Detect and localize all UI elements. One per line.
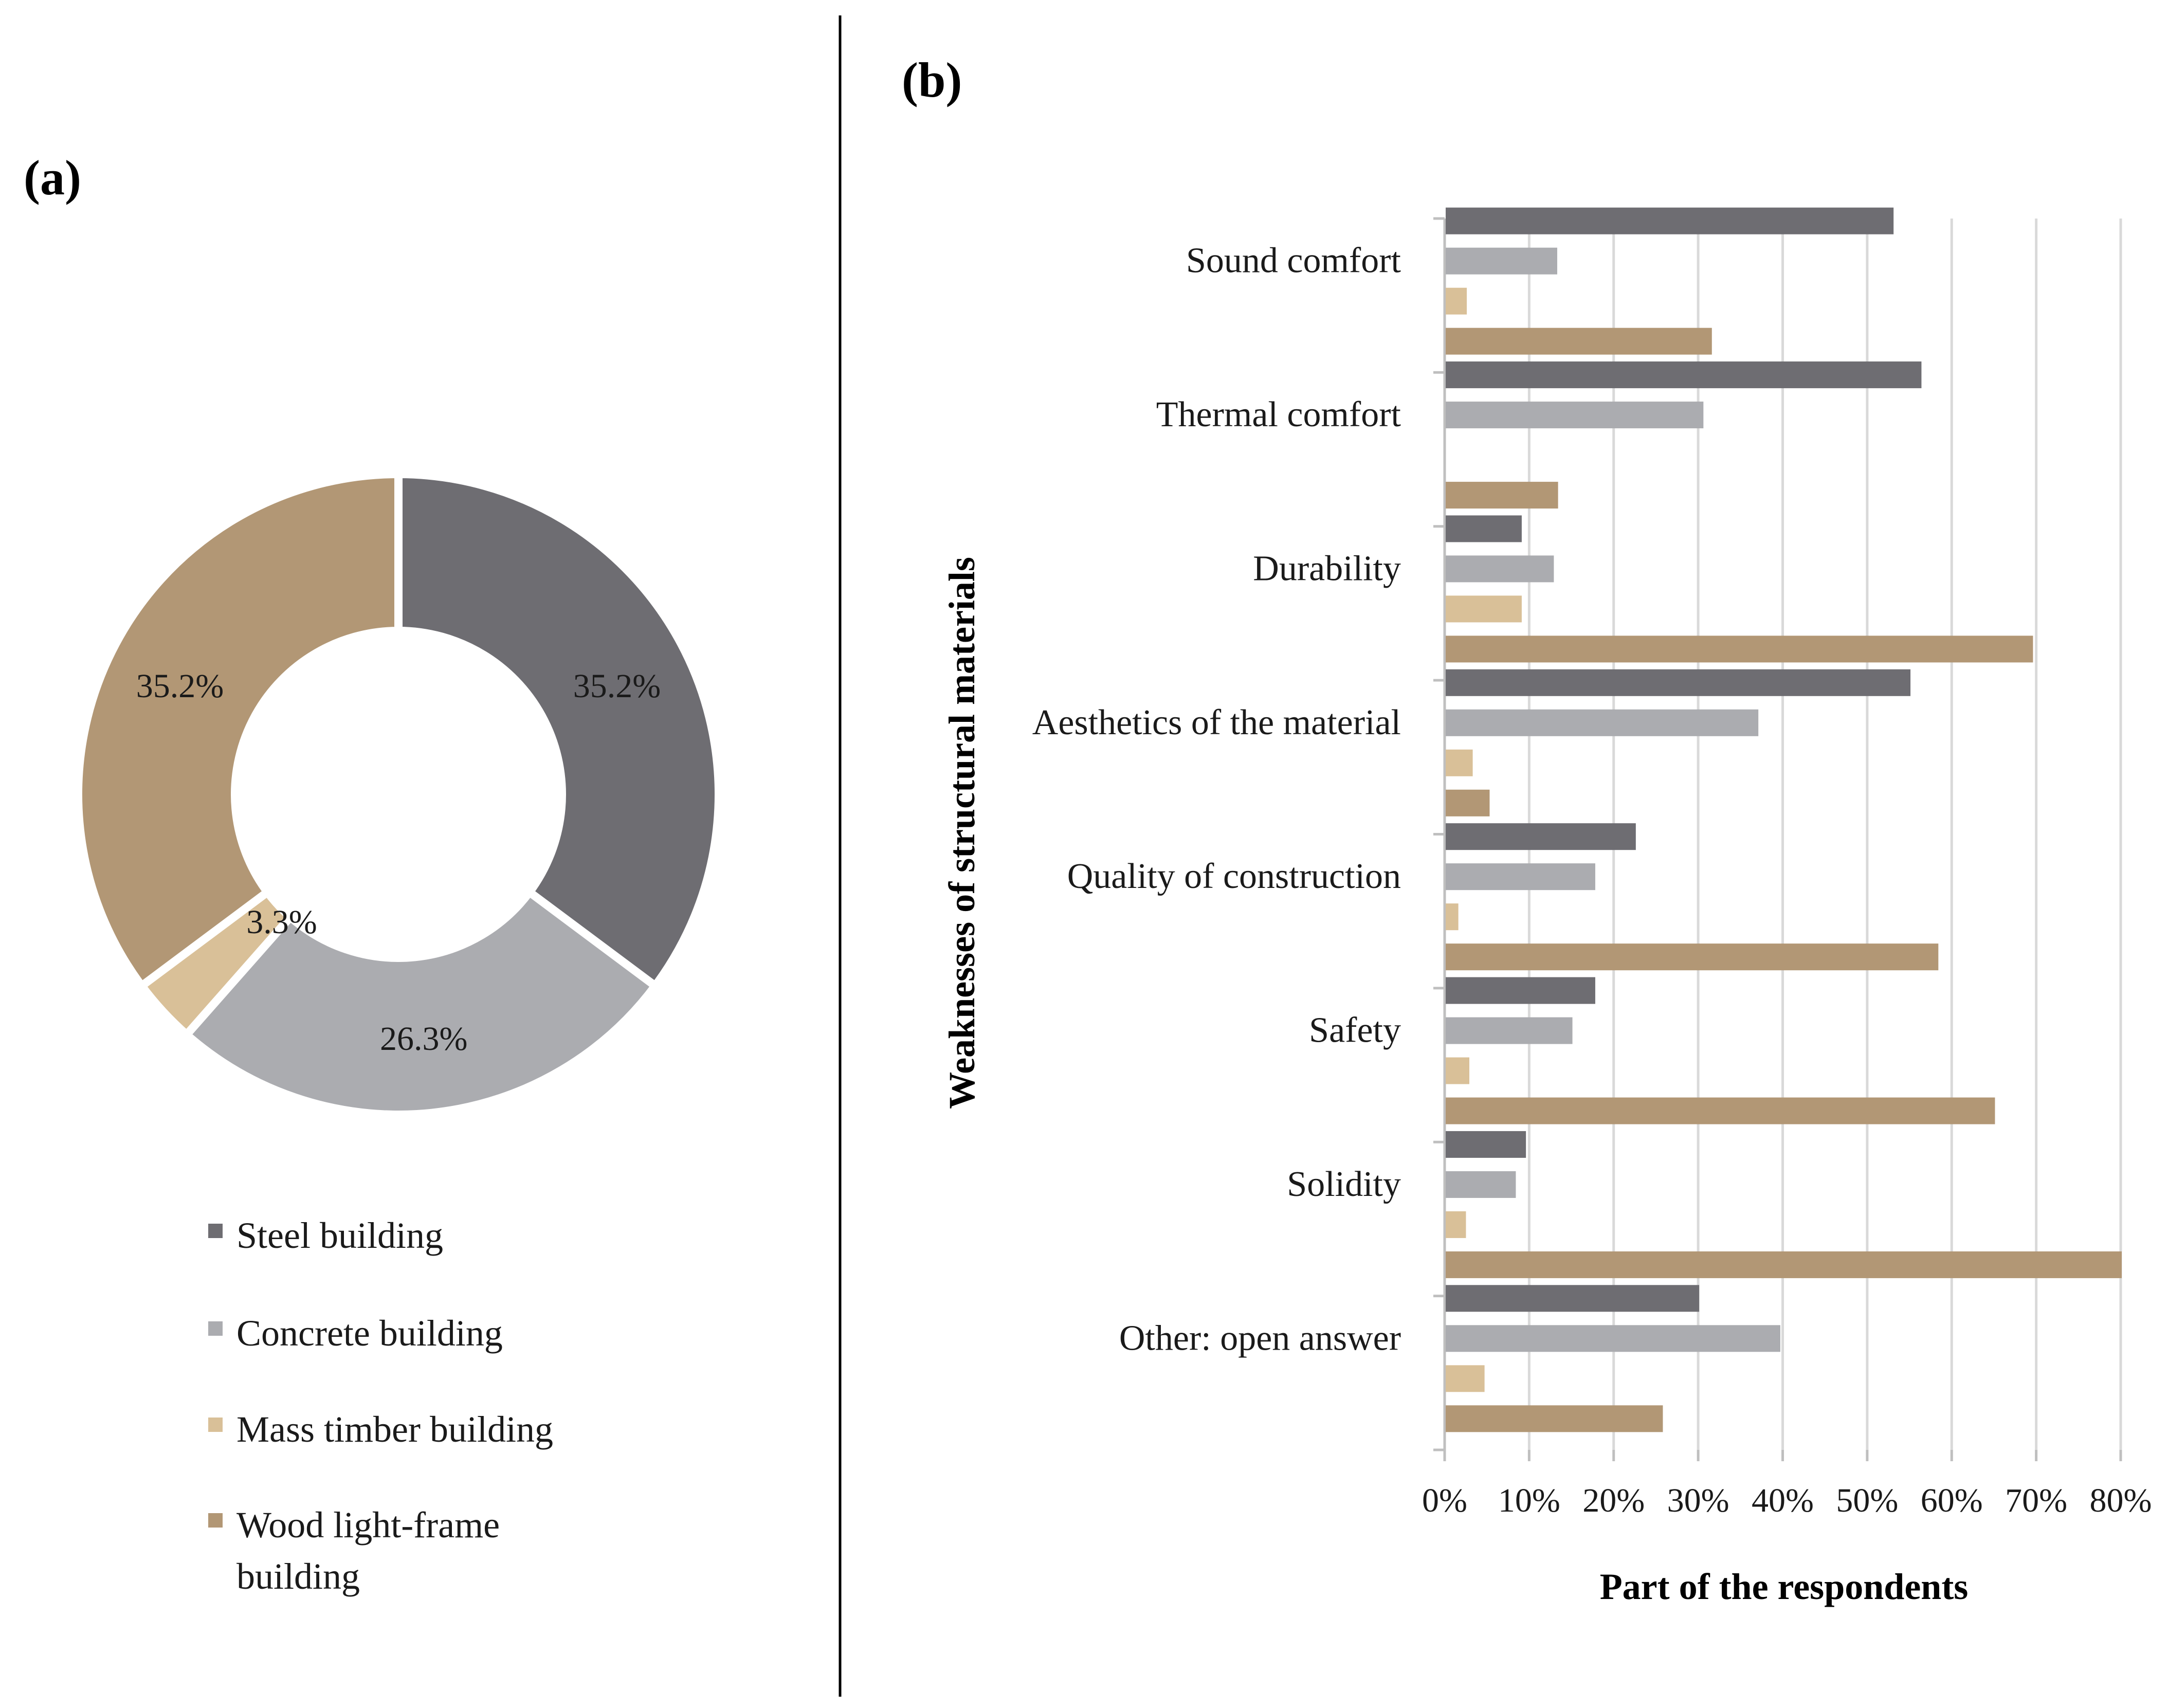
- bar-quality-of-construction-wood-light-frame-building: [1446, 943, 1939, 971]
- x-axis-title: Part of the respondents: [1600, 1566, 1969, 1607]
- panel-b-label: (b): [902, 52, 962, 107]
- bar-aesthetics-of-the-material-steel-building: [1446, 669, 1911, 696]
- panel-a-label: (a): [24, 150, 81, 205]
- category-label-sound-comfort: Sound comfort: [1186, 241, 1401, 281]
- donut-data-label-wood-light-frame-building: 35.2%: [136, 667, 224, 705]
- bar-sound-comfort-steel-building: [1446, 207, 1894, 234]
- bar-thermal-comfort-steel-building: [1446, 361, 1922, 389]
- legend-swatch-wood-light-frame-building: [208, 1513, 223, 1528]
- bar-other-open-answer-steel-building: [1446, 1285, 1700, 1312]
- category-label-other-open-answer: Other: open answer: [1119, 1318, 1401, 1358]
- x-tick-label-0: 0%: [1422, 1482, 1467, 1519]
- bar-other-open-answer-mass-timber-building: [1446, 1365, 1485, 1392]
- legend-swatch-steel-building: [208, 1224, 223, 1238]
- x-tick-label-20: 20%: [1582, 1482, 1645, 1519]
- category-label-quality-of-construction: Quality of construction: [1067, 857, 1401, 896]
- x-tick-label-80: 80%: [2090, 1482, 2152, 1519]
- category-label-durability: Durability: [1253, 549, 1401, 588]
- legend-swatch-mass-timber-building: [208, 1418, 223, 1432]
- x-tick-label-60: 60%: [1921, 1482, 1983, 1519]
- bar-aesthetics-of-the-material-mass-timber-building: [1446, 749, 1473, 776]
- x-tick-label-30: 30%: [1667, 1482, 1729, 1519]
- bar-aesthetics-of-the-material-concrete-building: [1446, 709, 1759, 736]
- donut-data-label-mass-timber-building: 3.3%: [246, 903, 317, 941]
- bar-axes: [1433, 217, 2122, 1461]
- legend-label-wood-light-frame-building-line-2: building: [236, 1556, 360, 1597]
- bar-solidity-wood-light-frame-building: [1446, 1251, 2122, 1278]
- bar-chart-panel: (b) Sound comfort Thermal comfort Durabili…: [902, 52, 2152, 1607]
- bar-durability-wood-light-frame-building: [1446, 635, 2033, 663]
- bar-durability-concrete-building: [1446, 555, 1554, 583]
- bar-durability-steel-building: [1446, 515, 1522, 542]
- legend-label-steel-building: Steel building: [236, 1215, 443, 1256]
- bar-quality-of-construction-concrete-building: [1446, 863, 1595, 891]
- bar-other-open-answer-concrete-building: [1446, 1325, 1780, 1352]
- legend-swatch-concrete-building: [208, 1321, 223, 1336]
- donut-data-labels: 35.2% 26.3% 3.3% 35.2%: [136, 667, 661, 1058]
- bar-solidity-steel-building: [1446, 1131, 1526, 1158]
- x-tick-labels: 0% 10% 20% 30% 40% 50% 60% 70% 80%: [1422, 1482, 2152, 1519]
- donut-slice-concrete-building: [180, 886, 661, 1119]
- bar-safety-concrete-building: [1446, 1017, 1573, 1044]
- bar-sound-comfort-concrete-building: [1446, 247, 1557, 275]
- bar-aesthetics-of-the-material-wood-light-frame-building: [1446, 789, 1490, 816]
- bar-other-open-answer-wood-light-frame-building: [1446, 1405, 1663, 1432]
- bar-sound-comfort-wood-light-frame-building: [1446, 328, 1712, 355]
- donut-data-label-steel-building: 35.2%: [573, 667, 661, 705]
- bar-thermal-comfort-wood-light-frame-building: [1446, 482, 1558, 509]
- category-label-aesthetics-of-the-material: Aesthetics of the material: [1032, 703, 1401, 742]
- bar-solidity-concrete-building: [1446, 1171, 1516, 1198]
- x-tick-label-40: 40%: [1752, 1482, 1814, 1519]
- bar-sound-comfort-mass-timber-building: [1446, 287, 1467, 315]
- bar-safety-mass-timber-building: [1446, 1057, 1470, 1084]
- legend-label-mass-timber-building: Mass timber building: [236, 1409, 553, 1450]
- x-tick-label-10: 10%: [1498, 1482, 1560, 1519]
- donut-slice-wood-light-frame-building: [74, 469, 403, 992]
- bar-quality-of-construction-mass-timber-building: [1446, 903, 1459, 931]
- donut-chart-panel: (a) 35.2% 26.3% 3.3% 35.2% Steel building Co…: [24, 150, 723, 1597]
- bar-durability-mass-timber-building: [1446, 595, 1522, 623]
- donut-slices: [74, 469, 723, 1119]
- donut-slice-steel-building: [394, 469, 723, 992]
- bar-safety-steel-building: [1446, 977, 1595, 1004]
- x-tick-label-70: 70%: [2005, 1482, 2067, 1519]
- bar-marks: [1446, 207, 2122, 1432]
- donut-legend: Steel building Concrete building Mass timb…: [208, 1215, 553, 1597]
- category-label-safety: Safety: [1309, 1011, 1401, 1050]
- category-labels: Sound comfort Thermal comfort Durability Ae…: [1032, 241, 1401, 1358]
- category-label-thermal-comfort: Thermal comfort: [1156, 395, 1401, 434]
- donut-data-label-concrete-building: 26.3%: [380, 1020, 467, 1058]
- bar-quality-of-construction-steel-building: [1446, 823, 1636, 850]
- bar-safety-wood-light-frame-building: [1446, 1097, 1995, 1124]
- x-tick-label-50: 50%: [1836, 1482, 1898, 1519]
- legend-label-wood-light-frame-building: Wood light-frame: [236, 1504, 500, 1546]
- bar-thermal-comfort-concrete-building: [1446, 402, 1704, 429]
- legend-label-concrete-building: Concrete building: [236, 1313, 503, 1354]
- bar-solidity-mass-timber-building: [1446, 1211, 1466, 1238]
- y-axis-title: Weaknesses of structural materials: [941, 557, 982, 1109]
- category-label-solidity: Solidity: [1287, 1165, 1401, 1204]
